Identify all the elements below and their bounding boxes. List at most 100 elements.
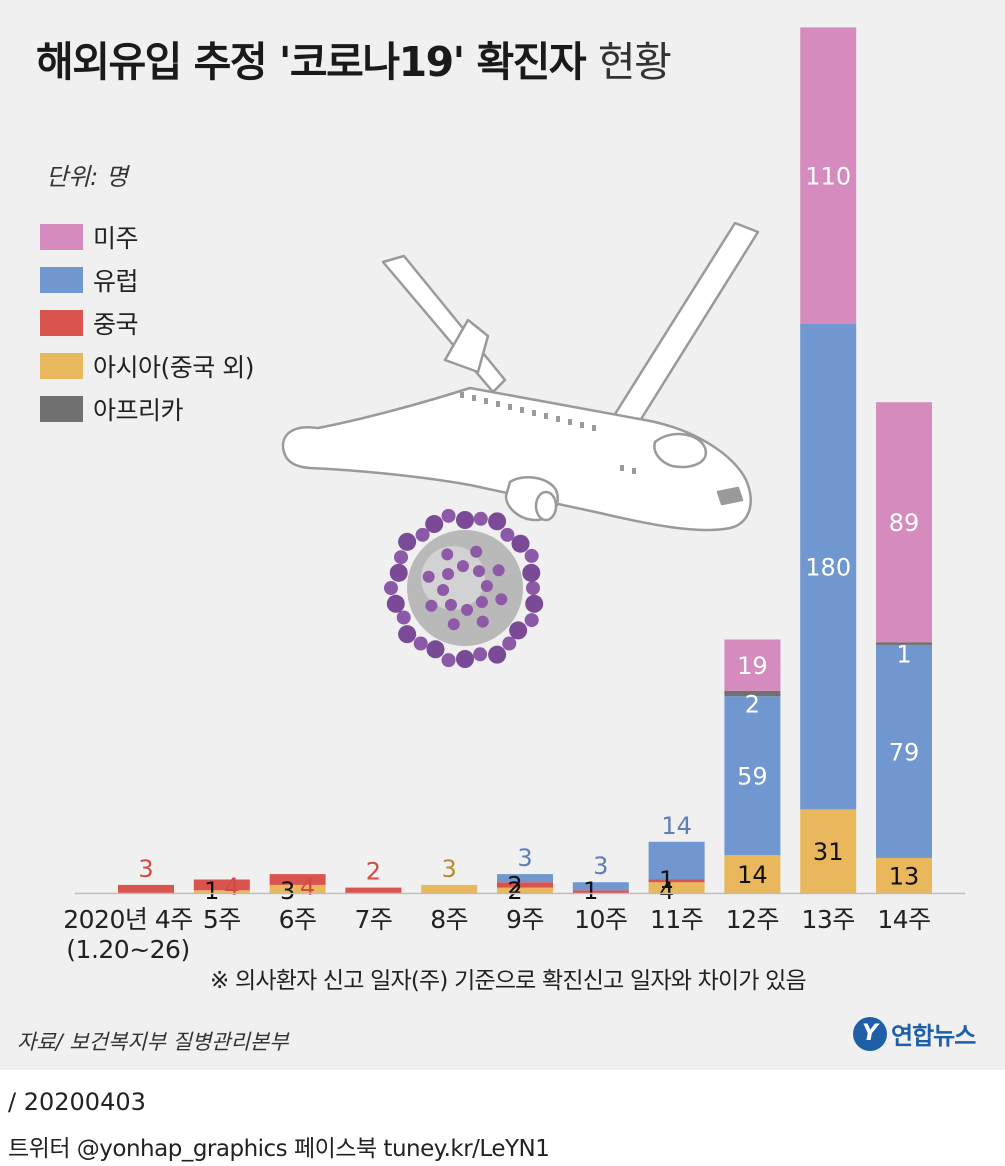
virus-spike	[398, 532, 417, 551]
bar-segment	[800, 809, 857, 893]
x-tick-label: 6주	[279, 905, 317, 934]
virus-spike	[437, 584, 450, 597]
logo-mark: Y	[853, 1016, 887, 1051]
date-label: / 20200403	[8, 1088, 146, 1116]
bar-segment	[193, 879, 250, 891]
x-tick-label: 10주	[574, 905, 627, 934]
legend-item: 미주	[40, 219, 139, 255]
bars-layer	[118, 27, 932, 893]
virus-spike	[522, 563, 541, 582]
data-label: 1	[896, 641, 911, 669]
legend-swatch	[40, 310, 83, 336]
data-label: 31	[813, 838, 844, 866]
airplane-icon	[281, 221, 760, 532]
bar-segment	[648, 879, 705, 883]
virus-spike	[456, 650, 474, 668]
data-label: 19	[737, 652, 768, 680]
x-tick-label: 12주	[726, 905, 779, 934]
virus-spike	[525, 594, 544, 613]
virus-spike	[394, 550, 409, 565]
x-tick-label: 9주	[506, 905, 544, 934]
data-label: 79	[889, 738, 920, 766]
bar-segment	[800, 27, 857, 325]
title-main: 해외유입 추정 '코로나19' 확진자	[36, 38, 587, 86]
data-label: 2	[745, 690, 760, 718]
x-tick-label: 8주	[430, 905, 468, 934]
virus-spike	[384, 581, 398, 595]
bar-segment	[876, 642, 932, 645]
virus-spike	[389, 563, 408, 582]
legend-label: 미주	[93, 224, 139, 253]
virus-spike	[425, 599, 438, 612]
bar-segment	[118, 884, 174, 893]
bar-segment	[345, 887, 402, 893]
virus-spike	[425, 515, 444, 534]
bar-segment	[497, 882, 553, 888]
bar-segment	[876, 402, 932, 643]
bar-segment	[572, 882, 629, 891]
data-label: 13	[889, 862, 920, 890]
virus-highlight	[421, 546, 485, 610]
data-label: 2	[507, 877, 522, 905]
virus-spike	[476, 615, 489, 628]
data-label: 4	[300, 873, 315, 901]
x-tick-label: 11주	[650, 905, 703, 934]
legend-item: 중국	[40, 305, 139, 341]
virus-spike	[456, 511, 474, 529]
virus-spike	[475, 596, 488, 609]
bar-segment	[876, 857, 932, 893]
data-label: 110	[805, 163, 851, 191]
virus-spike	[492, 564, 505, 577]
legend-label: 아시아(중국 외)	[93, 353, 254, 382]
virus-spike	[386, 594, 405, 613]
x-tick-labels: 2020년 4주(1.20~26) 5주 6주 7주 8주 9주 10주 11주 12주 13주 1…	[63, 905, 931, 964]
bar-segment	[724, 696, 781, 856]
data-label: 3	[138, 855, 153, 883]
source-label: 자료/ 보건복지부 질병관리본부	[17, 1030, 289, 1054]
data-label: 180	[805, 554, 851, 582]
virus-spike	[495, 593, 508, 606]
virus-spike	[447, 618, 460, 631]
social-links: 트위터 @yonhap_graphics 페이스북 tuney.kr/LeYN1	[8, 1136, 550, 1162]
data-label: 3	[280, 877, 295, 905]
virus-spike	[473, 565, 486, 578]
data-label: 1	[659, 866, 674, 894]
data-label: 14	[661, 812, 692, 840]
yonhap-logo: Y 연합뉴스	[853, 1016, 976, 1051]
virus-spike	[488, 512, 507, 531]
x-tick-label: 2020년 4주	[63, 905, 192, 934]
virus-spike	[502, 636, 517, 651]
virus-spike	[526, 581, 540, 595]
bar-segment	[421, 884, 478, 893]
virus-spike	[422, 570, 435, 583]
virus-spike	[461, 603, 474, 616]
data-label: 4	[659, 877, 674, 905]
virus-spike	[413, 636, 428, 651]
data-label: 1	[583, 877, 598, 905]
legend-swatch	[40, 353, 83, 379]
bar-segment	[724, 639, 781, 691]
virus-spike	[426, 640, 445, 659]
bar-segment	[193, 890, 250, 893]
bar-segment	[269, 884, 326, 893]
virus-spike	[441, 508, 456, 523]
virus-spike	[398, 625, 417, 644]
virus-icon	[384, 508, 544, 668]
data-label: 3	[442, 855, 457, 883]
unit-label: 단위: 명	[46, 163, 128, 191]
data-label: 2	[507, 872, 522, 900]
bar-segment	[648, 841, 705, 880]
legend-item: 아프리카	[40, 391, 184, 427]
virus-spike	[488, 645, 507, 664]
virus-spike	[441, 653, 456, 668]
virus-spike	[473, 511, 488, 526]
chart-title: 해외유입 추정 '코로나19' 확진자 현황	[36, 28, 672, 88]
x-tick-label: 5주	[203, 905, 241, 934]
bar-segment	[876, 644, 932, 858]
bar-segment	[724, 690, 781, 697]
x-tick-label: 14주	[877, 905, 930, 934]
virus-spike	[470, 545, 483, 558]
legend-swatch	[40, 267, 83, 293]
